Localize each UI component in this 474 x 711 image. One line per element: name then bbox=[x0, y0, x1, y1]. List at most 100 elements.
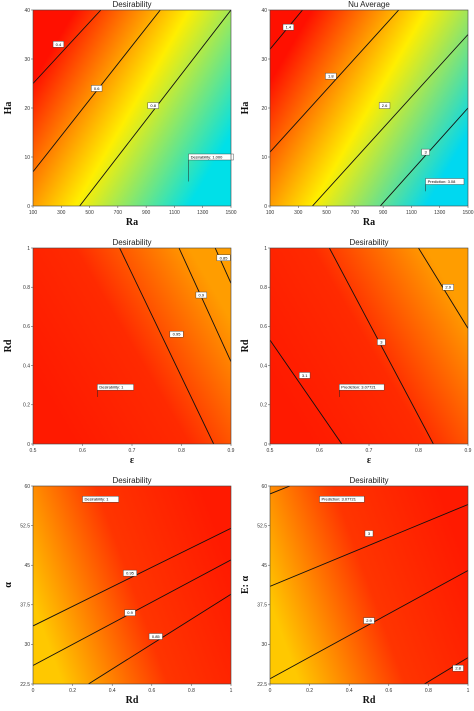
contour-label: 0.9 bbox=[127, 610, 133, 615]
x-tick-label: 0.7 bbox=[366, 448, 373, 454]
y-tick-label: 45 bbox=[261, 563, 267, 569]
contour-line bbox=[270, 570, 468, 680]
chart-title: Desirability bbox=[112, 238, 151, 247]
flag-text: Desirability: 1 bbox=[85, 497, 110, 502]
y-axis-label: α bbox=[3, 582, 14, 588]
contour-line bbox=[178, 248, 231, 362]
contour-label-box bbox=[216, 254, 231, 262]
x-tick-label: 0.5 bbox=[30, 448, 37, 454]
contour-label: 0.85 bbox=[152, 634, 161, 639]
contour-group: 0.95 0.9 0.85 bbox=[33, 527, 231, 684]
contour-label-box bbox=[147, 102, 159, 109]
chart-title: Desirability bbox=[349, 238, 388, 247]
contour-label-box bbox=[123, 569, 137, 577]
x-tick-label: 1 bbox=[467, 688, 470, 694]
contour-label: 1.4 bbox=[286, 25, 292, 30]
x-tick-label: 1100 bbox=[169, 210, 180, 216]
x-tick-label: 0 bbox=[269, 688, 272, 694]
y-tick-label: 30 bbox=[24, 642, 30, 648]
flag-box bbox=[97, 383, 134, 391]
y-tick-label: 45 bbox=[24, 563, 30, 569]
y-tick-label: 0.6 bbox=[23, 324, 30, 330]
x-tick-label: 900 bbox=[379, 210, 388, 216]
contour-label-box bbox=[195, 291, 207, 299]
contour-line bbox=[33, 10, 102, 84]
x-tick-label: 0.8 bbox=[415, 448, 422, 454]
y-axis-label: Rd bbox=[3, 339, 14, 352]
x-tick-label: 0.6 bbox=[79, 448, 86, 454]
chart-panel-4: 3.1 3 2.9 Prediction: 3.07721 Desirability 0.… bbox=[240, 238, 472, 466]
contour-label: 2.6 bbox=[382, 103, 388, 108]
x-tick-label: 1100 bbox=[406, 210, 417, 216]
x-tick-label: 0 bbox=[32, 688, 35, 694]
x-tick-label: 0.9 bbox=[228, 448, 235, 454]
contour-label: 0.95 bbox=[126, 571, 135, 576]
chart-title: Nu Average bbox=[348, 0, 390, 9]
x-tick-label: 0.6 bbox=[148, 688, 155, 694]
x-tick-label: 1500 bbox=[225, 210, 236, 216]
x-tick-label: 0.6 bbox=[316, 448, 323, 454]
y-tick-label: 0.2 bbox=[260, 403, 267, 409]
x-tick-label: 900 bbox=[142, 210, 151, 216]
plot-area bbox=[270, 486, 468, 684]
y-tick-label: 30 bbox=[261, 642, 267, 648]
y-tick-label: 30 bbox=[24, 57, 30, 63]
y-axis-label: E: α bbox=[240, 576, 251, 595]
y-tick-label: 0 bbox=[264, 204, 267, 210]
x-tick-label: 1500 bbox=[462, 210, 473, 216]
contour-label-box bbox=[442, 284, 454, 291]
plot-area bbox=[33, 10, 231, 206]
contour-label: 0.4 bbox=[56, 42, 62, 47]
plot-area bbox=[270, 10, 468, 206]
contour-group: 0.4 0.6 0.8 bbox=[33, 10, 231, 206]
x-tick-label: 1300 bbox=[434, 210, 445, 216]
plot-frame bbox=[269, 485, 469, 685]
flag-box bbox=[339, 383, 385, 391]
y-tick-label: 0.8 bbox=[23, 285, 30, 291]
plot-area bbox=[33, 486, 231, 684]
contour-label-box bbox=[282, 23, 294, 31]
contour-line bbox=[270, 339, 343, 444]
y-tick-label: 1 bbox=[27, 246, 30, 252]
x-tick-label: 300 bbox=[57, 210, 66, 216]
x-tick-label: 1300 bbox=[197, 210, 208, 216]
y-tick-label: 30 bbox=[261, 57, 267, 63]
x-tick-label: 0.4 bbox=[109, 688, 116, 694]
contour-group: 3.1 3 2.9 bbox=[270, 248, 468, 444]
x-tick-label: 1 bbox=[230, 688, 233, 694]
contour-label-box bbox=[363, 617, 375, 624]
flag-text: Prediction: 3.08 bbox=[428, 179, 457, 184]
flag-text: Prediction: 3.07721 bbox=[341, 385, 376, 390]
plot-area bbox=[270, 248, 468, 444]
contour-label-box bbox=[377, 338, 386, 346]
contour-group: 3 2.9 2.8 bbox=[270, 486, 468, 684]
contour-label-box bbox=[378, 102, 391, 109]
x-axis-label: ε bbox=[130, 455, 135, 466]
flag-text: Prediction: 3.07721 bbox=[322, 497, 357, 502]
contour-label-box bbox=[452, 664, 464, 672]
y-tick-label: 0.6 bbox=[260, 324, 267, 330]
contour-label-box bbox=[325, 72, 337, 80]
y-tick-label: 0.8 bbox=[260, 285, 267, 291]
contour-label-box bbox=[91, 85, 103, 92]
contour-label: 0.6 bbox=[94, 86, 100, 91]
contour-label: 3 bbox=[424, 150, 427, 155]
y-axis-label: Ha bbox=[3, 102, 14, 115]
y-tick-label: 22.5 bbox=[20, 682, 30, 688]
x-tick-label: 100 bbox=[29, 210, 38, 216]
y-tick-label: 37.5 bbox=[257, 603, 267, 609]
y-tick-label: 0 bbox=[27, 204, 30, 210]
contour-label: 0.9 bbox=[199, 293, 205, 298]
y-tick-label: 60 bbox=[261, 484, 267, 490]
x-axis-label: ε bbox=[367, 455, 372, 466]
x-axis-label: Rd bbox=[363, 695, 376, 706]
contour-label-box bbox=[169, 331, 184, 338]
y-tick-label: 52.5 bbox=[20, 523, 30, 529]
contour-line bbox=[379, 107, 468, 206]
contour-line bbox=[424, 657, 468, 684]
y-tick-label: 0 bbox=[27, 442, 30, 448]
flag-text: Desirability: 1.000 bbox=[191, 155, 224, 160]
y-tick-label: 0 bbox=[264, 442, 267, 448]
x-tick-label: 0.8 bbox=[178, 448, 185, 454]
